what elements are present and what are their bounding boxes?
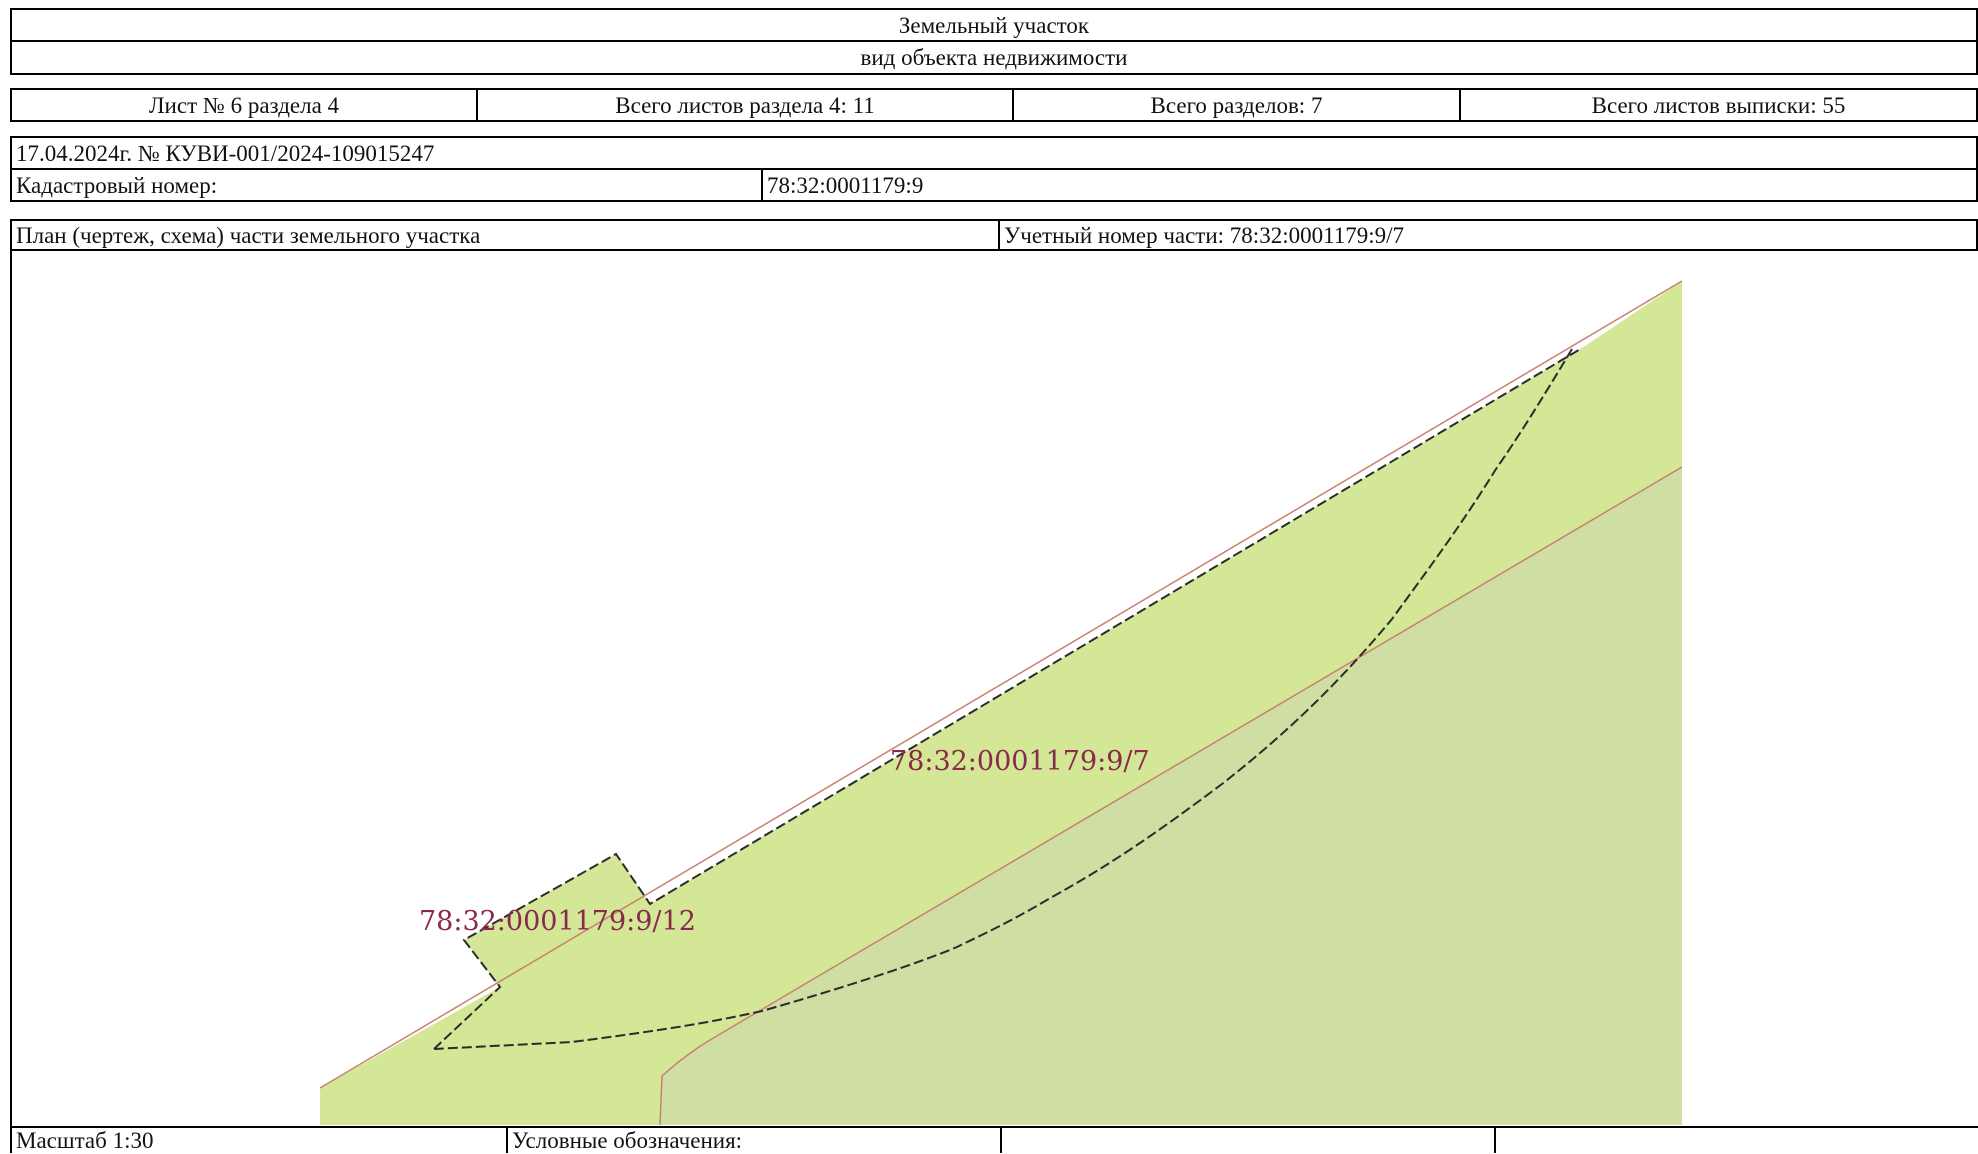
parcel-top-edge: [433, 347, 1583, 1050]
document-number: 17.04.2024г. № КУВИ-001/2024-109015247: [16, 140, 435, 166]
part-boundary: [433, 348, 1573, 1050]
part-number-text: Учетный номер части: 78:32:0001179:9/7: [1004, 222, 1405, 248]
extract-sheets-text: Всего листов выписки: 55: [1591, 92, 1846, 118]
sheet-number-text: Лист № 6 раздела 4: [148, 92, 340, 118]
object-type-box: Земельный участок: [10, 8, 1978, 42]
plan-label-part-12: 78:32:0001179:9/12: [419, 906, 696, 937]
plan-label-part-7: 78:32:0001179:9/7: [890, 746, 1150, 777]
object-type: Земельный участок: [898, 12, 1090, 38]
plan-map: 78:32:0001179:9/7 78:32:0001179:9/12: [319, 280, 1683, 1125]
parcel-boundary-line: [319, 280, 1683, 1089]
footer-row: Масштаб 1:30 Условные обозначения:: [10, 1126, 1978, 1153]
plan-drawing: 78:32:0001179:9/7 78:32:0001179:9/12: [10, 249, 1978, 1127]
part-number: Учетный номер части: 78:32:0001179:9/7: [1000, 221, 1976, 249]
legend-empty-cell-2: [1496, 1128, 1978, 1153]
object-kind-caption-box: вид объекта недвижимости: [10, 40, 1978, 75]
plan-title-text: План (чертеж, схема) части земельного уч…: [16, 222, 481, 248]
cadastral-value: 78:32:0001179:9: [763, 170, 1976, 200]
neighbour-area: [660, 467, 1682, 1125]
plan-title: План (чертеж, схема) части земельного уч…: [12, 221, 1000, 249]
extract-sheets-total: Всего листов выписки: 55: [1461, 90, 1976, 120]
neighbour-boundary-line: [659, 466, 1683, 1125]
cadastral-label-text: Кадастровый номер:: [16, 172, 218, 198]
scale-cell: Масштаб 1:30: [12, 1128, 506, 1153]
sections-total: Всего разделов: 7: [1014, 90, 1461, 120]
legend-cell: Условные обозначения:: [506, 1128, 1002, 1153]
scale-text: Масштаб 1:30: [16, 1127, 154, 1153]
cadastral-value-text: 78:32:0001179:9: [767, 172, 924, 198]
sheet-info-row: Лист № 6 раздела 4 Всего листов раздела …: [10, 88, 1978, 122]
section-sheets-text: Всего листов раздела 4: 11: [615, 92, 875, 118]
legend-label: Условные обозначения:: [512, 1127, 743, 1153]
sheet-number: Лист № 6 раздела 4: [12, 90, 478, 120]
cadastral-row: Кадастровый номер: 78:32:0001179:9: [10, 168, 1978, 202]
object-kind-caption: вид объекта недвижимости: [860, 45, 1128, 70]
sections-total-text: Всего разделов: 7: [1150, 92, 1323, 118]
legend-empty-cell-1: [1002, 1128, 1496, 1153]
section-sheets-total: Всего листов раздела 4: 11: [478, 90, 1014, 120]
document-number-box: 17.04.2024г. № КУВИ-001/2024-109015247: [10, 136, 1978, 170]
plan-header-row: План (чертеж, схема) части земельного уч…: [10, 219, 1978, 251]
cadastral-label: Кадастровый номер:: [12, 170, 763, 200]
